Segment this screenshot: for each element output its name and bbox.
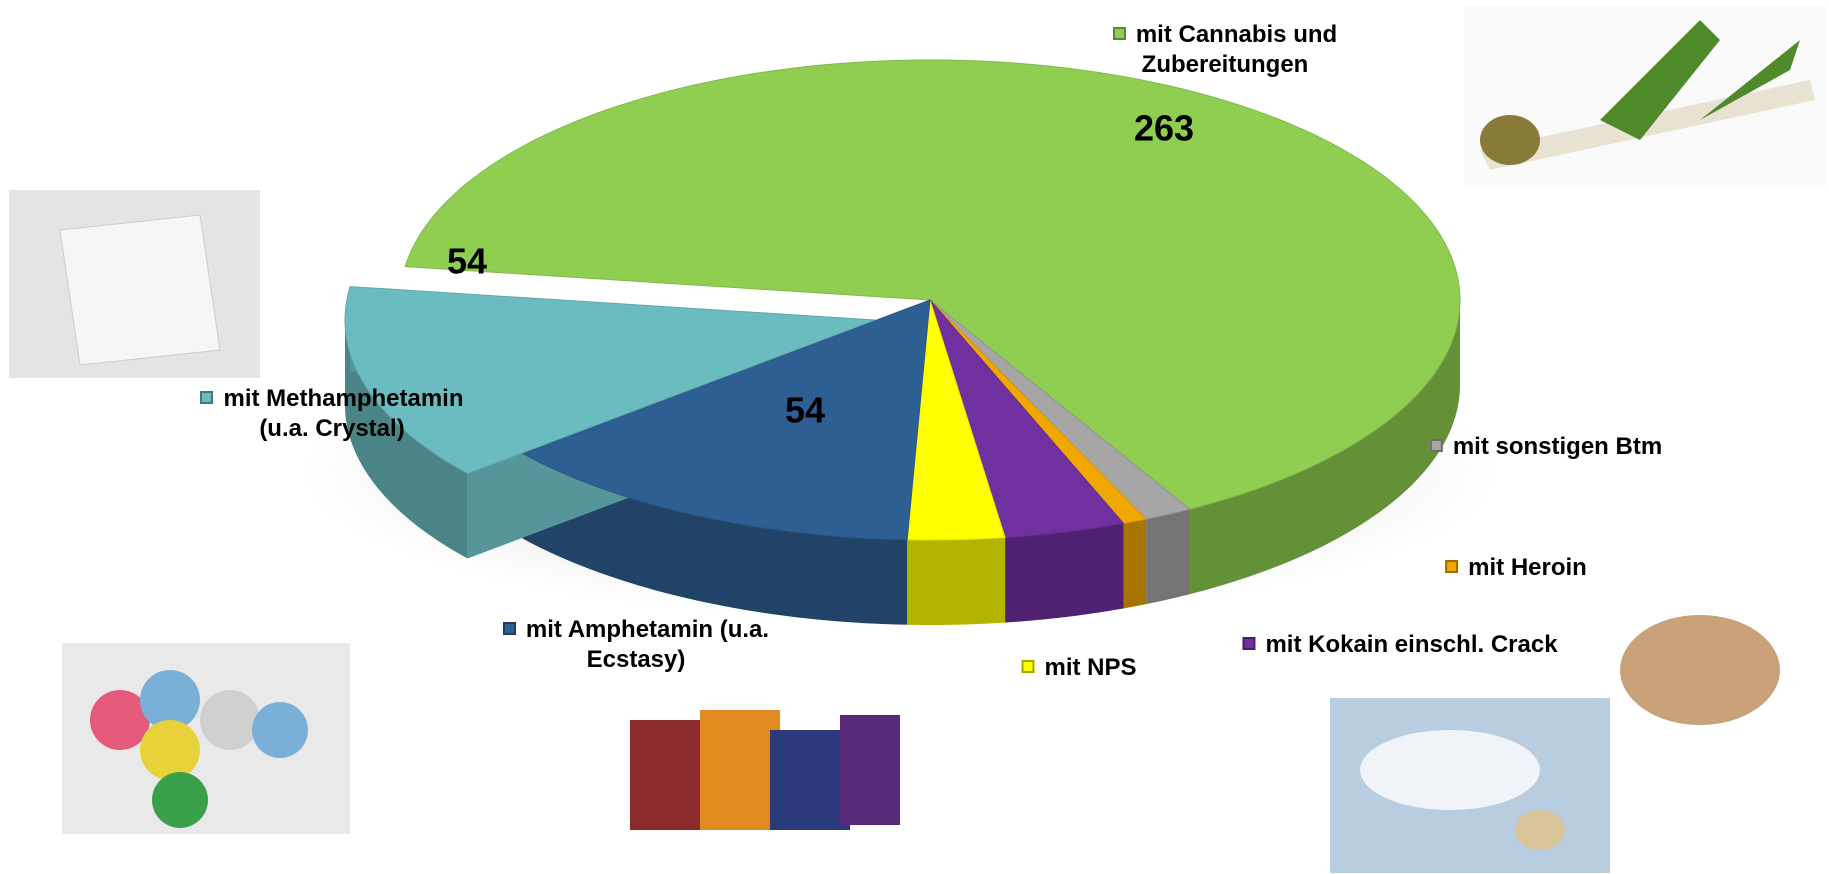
- slice-side: [1123, 519, 1146, 608]
- photo: [630, 710, 900, 830]
- photo: [62, 643, 350, 834]
- legend-text: mit Methamphetamin (u.a. Crystal): [223, 385, 463, 442]
- legend-entry: mit Heroin: [1445, 553, 1587, 583]
- value-label: 54: [785, 390, 825, 431]
- slice-side: [907, 538, 1005, 625]
- photo: [1330, 698, 1610, 873]
- photo: [1620, 615, 1780, 725]
- legend-text: mit Heroin: [1468, 554, 1587, 581]
- photo: [1464, 6, 1826, 187]
- legend-text: mit Cannabis und Zubereitungen: [1136, 21, 1337, 78]
- legend-marker: [503, 622, 516, 635]
- legend-marker: [200, 391, 213, 404]
- slice-side: [1005, 523, 1123, 622]
- legend-entry: mit Kokain einschl. Crack: [1242, 630, 1557, 660]
- legend-text: mit Kokain einschl. Crack: [1265, 631, 1557, 658]
- legend-entry: mit Methamphetamin (u.a. Crystal): [182, 384, 482, 444]
- legend-entry: mit Amphetamin (u.a. Ecstasy): [486, 615, 786, 675]
- legend-text: mit NPS: [1044, 654, 1136, 681]
- legend-entry: mit NPS: [1021, 653, 1136, 683]
- legend-text: mit sonstigen Btm: [1453, 433, 1662, 460]
- page: 263 54 54 mit Cannabis und Zubereitungen mi…: [0, 0, 1829, 874]
- photo: [9, 190, 260, 378]
- legend-entry: mit Cannabis und Zubereitungen: [1075, 20, 1375, 80]
- legend-entry: mit sonstigen Btm: [1430, 432, 1662, 462]
- legend-marker: [1113, 27, 1126, 40]
- legend-text: mit Amphetamin (u.a. Ecstasy): [526, 616, 769, 673]
- value-label: 54: [447, 241, 487, 282]
- legend-marker: [1242, 637, 1255, 650]
- value-label: 263: [1134, 108, 1194, 149]
- legend-marker: [1430, 439, 1443, 452]
- legend-marker: [1445, 560, 1458, 573]
- slice-side: [1146, 509, 1190, 604]
- legend-marker: [1021, 660, 1034, 673]
